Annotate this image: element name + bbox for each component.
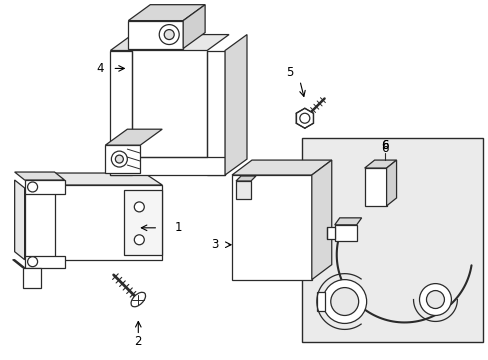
Polygon shape — [52, 185, 162, 260]
Polygon shape — [334, 218, 361, 225]
Circle shape — [426, 291, 444, 309]
Circle shape — [330, 288, 358, 315]
Polygon shape — [13, 260, 24, 268]
Text: 6: 6 — [380, 139, 387, 152]
Polygon shape — [24, 180, 64, 194]
Circle shape — [419, 284, 450, 315]
Polygon shape — [316, 292, 324, 311]
Circle shape — [27, 257, 38, 267]
Ellipse shape — [131, 292, 145, 307]
Polygon shape — [334, 225, 356, 241]
Polygon shape — [15, 180, 24, 260]
Polygon shape — [24, 188, 55, 260]
Text: 3: 3 — [211, 238, 218, 251]
Text: 6: 6 — [380, 139, 387, 152]
Polygon shape — [232, 160, 331, 175]
Polygon shape — [232, 175, 311, 280]
Polygon shape — [132, 35, 228, 50]
Polygon shape — [364, 160, 396, 168]
Circle shape — [115, 155, 123, 163]
Polygon shape — [364, 168, 386, 206]
Text: 4: 4 — [97, 62, 104, 75]
Polygon shape — [24, 256, 64, 268]
Circle shape — [159, 24, 179, 45]
Polygon shape — [326, 227, 334, 239]
Text: 6: 6 — [380, 141, 387, 155]
Polygon shape — [15, 172, 64, 180]
Circle shape — [134, 235, 144, 245]
Bar — [301, 138, 482, 342]
Circle shape — [322, 280, 366, 323]
Polygon shape — [110, 157, 224, 175]
Polygon shape — [124, 190, 162, 255]
Polygon shape — [236, 181, 250, 199]
Text: 1: 1 — [174, 221, 182, 234]
Polygon shape — [296, 108, 313, 128]
Polygon shape — [311, 160, 331, 280]
Circle shape — [27, 182, 38, 192]
Polygon shape — [128, 5, 204, 21]
Polygon shape — [105, 145, 140, 173]
Polygon shape — [35, 173, 162, 185]
Polygon shape — [110, 50, 132, 175]
Polygon shape — [224, 35, 246, 175]
Text: 2: 2 — [134, 335, 142, 348]
Polygon shape — [105, 129, 162, 145]
Circle shape — [134, 202, 144, 212]
Polygon shape — [128, 21, 183, 49]
Polygon shape — [22, 268, 41, 288]
Polygon shape — [110, 35, 154, 50]
Polygon shape — [207, 50, 224, 175]
Polygon shape — [236, 176, 255, 181]
Circle shape — [299, 113, 309, 123]
Polygon shape — [183, 5, 204, 49]
Polygon shape — [35, 173, 52, 260]
Polygon shape — [386, 160, 396, 206]
Text: 5: 5 — [285, 66, 293, 79]
Circle shape — [111, 151, 127, 167]
Circle shape — [164, 30, 174, 40]
